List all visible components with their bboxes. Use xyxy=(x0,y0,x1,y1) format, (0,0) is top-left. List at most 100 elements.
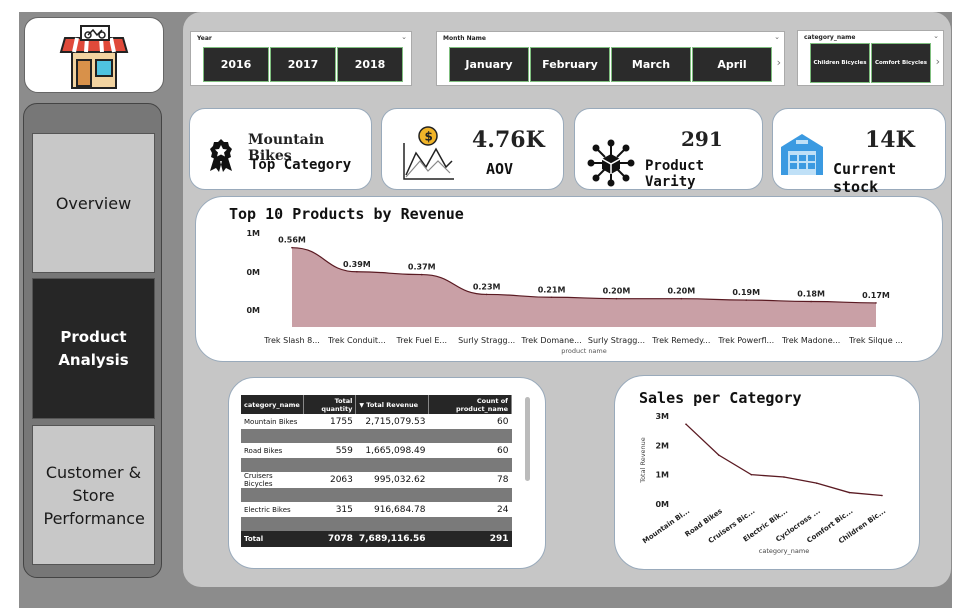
table-header-quantity[interactable]: Total quantity xyxy=(303,395,357,414)
table-header-category[interactable]: category_name xyxy=(241,395,305,414)
table-cell-revenue: 916,684.78 xyxy=(373,504,426,515)
chevron-down-icon[interactable]: ⌄ xyxy=(774,33,780,41)
x-tick-label: Trek Madone... xyxy=(781,336,840,345)
year-option-2016[interactable]: 2016 xyxy=(203,47,269,82)
table-cell-quantity: 559 xyxy=(335,445,353,456)
table-row[interactable]: Electric Bikes 315 916,684.78 24 xyxy=(241,502,512,517)
year-option-2017[interactable]: 2017 xyxy=(270,47,336,82)
month-option-label: February xyxy=(542,58,598,71)
table-cell-revenue: 995,032.62 xyxy=(373,475,426,485)
scroll-right-icon[interactable]: › xyxy=(776,56,781,69)
data-label: 0.20M xyxy=(667,287,695,296)
table-cell-quantity: 2063 xyxy=(329,475,353,485)
y-tick-label: 1M xyxy=(655,471,669,480)
table-cell-count: 78 xyxy=(497,475,509,485)
category-option-label: Children Bicycles xyxy=(813,60,867,66)
kpi-aov-label: AOV xyxy=(486,160,514,178)
table-header-revenue-label: Total Revenue xyxy=(366,400,419,409)
table-cell-count: 60 xyxy=(497,445,509,456)
category-option-label: Comfort Bicycles xyxy=(874,60,928,66)
x-axis-label: category_name xyxy=(759,547,809,555)
data-point xyxy=(717,454,720,456)
data-point xyxy=(810,300,812,303)
table-total-quantity: 7078 xyxy=(303,531,356,547)
data-point xyxy=(356,270,358,273)
y-tick-label: 3M xyxy=(655,412,669,421)
month-option-february[interactable]: February xyxy=(530,47,610,82)
data-point xyxy=(680,297,683,300)
x-tick-label: Surly Stragg... xyxy=(458,336,515,345)
data-point xyxy=(685,423,687,426)
sales-category-chart-title: Sales per Category xyxy=(639,389,802,407)
table-row-divider xyxy=(241,517,512,531)
table-total-label: Total xyxy=(241,531,304,547)
x-tick-label: Surly Stragg... xyxy=(588,336,645,345)
data-label: 0.18M xyxy=(797,290,825,299)
table-row-divider xyxy=(241,429,512,443)
month-option-january[interactable]: January xyxy=(449,47,529,82)
year-option-label: 2018 xyxy=(354,58,386,71)
category-option-children[interactable]: Children Bicycles xyxy=(810,43,870,83)
network-box-icon xyxy=(587,139,635,187)
month-option-april[interactable]: April xyxy=(692,47,772,82)
year-option-label: 2017 xyxy=(287,58,319,71)
revenue-area xyxy=(292,247,876,327)
table-row[interactable]: Cruisers Bicycles 2063 995,032.62 78 xyxy=(241,472,512,488)
table-header-revenue[interactable]: ▼ Total Revenue xyxy=(355,395,429,414)
y-tick-label: 0M xyxy=(246,306,260,315)
data-point xyxy=(783,476,785,478)
month-option-march[interactable]: March xyxy=(611,47,691,82)
nav-overview-button[interactable]: Overview xyxy=(32,133,155,273)
chevron-down-icon[interactable]: ⌄ xyxy=(933,32,939,40)
kpi-card-top-category: Mountain Bikes Top Category xyxy=(189,108,372,190)
x-tick-label: Trek Powerfl... xyxy=(717,336,774,345)
data-point xyxy=(485,293,488,296)
data-label: 0.19M xyxy=(732,288,760,297)
table-cell-revenue: 1,665,098.49 xyxy=(365,445,426,456)
category-option-comfort[interactable]: Comfort Bicycles xyxy=(871,43,931,83)
warehouse-icon xyxy=(781,134,823,175)
revenue-series-line xyxy=(685,423,883,497)
y-tick-label: 0M xyxy=(655,500,669,509)
kpi-top-category-value: Mountain Bikes xyxy=(248,132,325,164)
kpi-current-stock-label: Current stock xyxy=(833,160,897,196)
chevron-down-icon[interactable]: ⌄ xyxy=(401,33,407,41)
category-table: category_name Total quantity ▼ Total Rev… xyxy=(241,395,512,547)
kpi-product-variety-label: Product Varity xyxy=(645,158,705,190)
data-point xyxy=(750,473,753,476)
x-axis-label: product name xyxy=(561,347,607,355)
table-cell-category: Mountain Bikes xyxy=(244,417,298,426)
year-option-2018[interactable]: 2018 xyxy=(337,47,403,82)
scroll-right-icon[interactable]: › xyxy=(935,55,940,68)
data-point xyxy=(420,273,423,276)
table-header-count[interactable]: Count of product_name xyxy=(428,395,512,414)
y-tick-label: 0M xyxy=(246,268,260,277)
data-label: 0.23M xyxy=(473,282,501,291)
table-row[interactable]: Mountain Bikes 1755 2,715,079.53 60 xyxy=(241,414,512,429)
data-point xyxy=(875,302,877,304)
x-tick-label: Mountain Bi... xyxy=(641,507,691,545)
month-slicer-title: Month Name xyxy=(443,35,486,42)
data-point xyxy=(745,299,748,301)
data-label: 0.39M xyxy=(343,260,371,269)
table-row[interactable]: Road Bikes 559 1,665,098.49 60 xyxy=(241,443,512,458)
data-point xyxy=(291,246,293,249)
table-cell-revenue: 2,715,079.53 xyxy=(365,416,426,427)
data-label: 0.20M xyxy=(603,287,631,296)
kpi-card-current-stock: 14K Current stock xyxy=(772,108,946,196)
nav-panel: Overview Product Analysis Customer & Sto… xyxy=(23,103,162,578)
kpi-current-stock-value: 14K xyxy=(865,127,915,153)
data-label: 0.56M xyxy=(278,236,306,245)
table-total-revenue: 7,689,116.56 xyxy=(355,531,429,547)
table-scrollbar[interactable] xyxy=(525,397,530,481)
dollar-chart-icon: $ xyxy=(403,126,454,180)
data-point xyxy=(815,482,818,484)
data-point xyxy=(881,494,883,497)
nav-customer-store-button[interactable]: Customer & Store Performance xyxy=(32,425,155,565)
nav-product-analysis-button[interactable]: Product Analysis xyxy=(32,278,155,419)
y-axis-label: Total Revenue xyxy=(639,437,647,484)
table-cell-quantity: 315 xyxy=(335,504,353,515)
table-row-divider xyxy=(241,488,512,502)
